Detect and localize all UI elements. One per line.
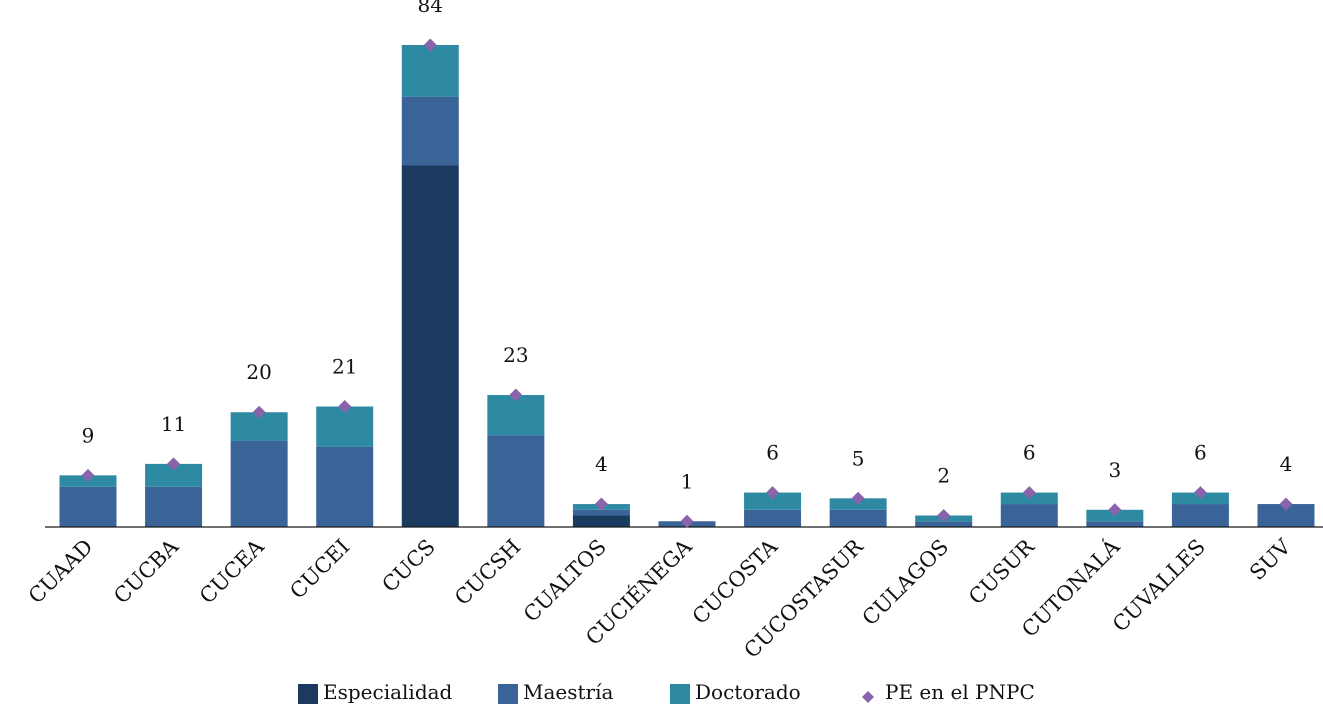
legend-swatch-maestria bbox=[498, 684, 518, 704]
x-tick-label-suv: SUV bbox=[1245, 534, 1296, 585]
bar-maestria-cucs bbox=[401, 96, 459, 166]
marker-suv bbox=[1279, 497, 1293, 511]
legend-item-pe-en-el-pnpc: PE en el PNPC bbox=[862, 680, 1035, 704]
total-label-cucostasur: 5 bbox=[852, 446, 865, 470]
bar-maestria-cucosta bbox=[744, 509, 802, 527]
bar-maestria-cucostasur bbox=[829, 509, 887, 527]
total-label-cucea: 20 bbox=[246, 360, 271, 384]
bar-doctorado-cucosta bbox=[744, 492, 802, 510]
marker-cucs bbox=[423, 38, 437, 52]
bar-maestria-cuvalles bbox=[1171, 504, 1229, 527]
bar-maestria-cucba bbox=[145, 486, 203, 527]
x-tick-label-cucea: CUCEA bbox=[195, 534, 269, 608]
total-label-cusur: 6 bbox=[1023, 441, 1036, 465]
total-label-cucsh: 23 bbox=[503, 343, 528, 367]
x-tick-label-cucsh: CUCSH bbox=[450, 535, 525, 610]
bar-maestria-suv bbox=[1257, 504, 1315, 527]
bar-especialidad-cualtos bbox=[572, 515, 630, 527]
x-tick-label-culagos: CULAGOS bbox=[858, 535, 954, 631]
marker-cusur bbox=[1022, 486, 1036, 500]
bar-maestria-cutonala bbox=[1086, 521, 1144, 527]
legend-label-doctorado: Doctorado bbox=[695, 680, 801, 704]
bar-maestria-cusur bbox=[1000, 504, 1058, 527]
total-label-cucei: 21 bbox=[332, 355, 357, 379]
legend-item-especialidad: Especialidad bbox=[298, 680, 453, 704]
legend-label-pe-en-el-pnpc: PE en el PNPC bbox=[885, 680, 1035, 704]
total-label-cucosta: 6 bbox=[766, 441, 779, 465]
marker-cucea bbox=[252, 405, 266, 419]
bar-especialidad-cucs bbox=[401, 165, 459, 527]
marker-cuvalles bbox=[1193, 486, 1207, 500]
total-label-cucienega: 1 bbox=[681, 469, 694, 493]
legend-item-doctorado: Doctorado bbox=[670, 680, 801, 704]
legend-item-maestria: Maestría bbox=[498, 680, 613, 704]
marker-cucsh bbox=[509, 388, 523, 402]
marker-cucienega bbox=[680, 514, 694, 528]
legend-swatch-pe-en-el-pnpc bbox=[862, 691, 874, 703]
total-label-cucba: 11 bbox=[161, 412, 186, 436]
bar-maestria-cuaad bbox=[59, 486, 117, 527]
marker-cucosta bbox=[766, 486, 780, 500]
bar-doctorado-cucsh bbox=[487, 395, 545, 436]
bar-maestria-cucsh bbox=[487, 435, 545, 527]
legend-swatch-especialidad bbox=[298, 684, 318, 704]
bars-layer bbox=[59, 45, 1315, 527]
bar-doctorado-cucba bbox=[145, 463, 203, 487]
tick-labels-layer: CUAAD CUCBA CUCEA CUCEI CUCS CUCSHCUALTOSCUCI… bbox=[24, 534, 1296, 663]
total-label-cualtos: 4 bbox=[595, 452, 608, 476]
x-tick-label-cuaad: CUAAD bbox=[24, 535, 98, 609]
x-tick-label-cualtos: CUALTOS bbox=[519, 535, 611, 627]
legend-label-especialidad: Especialidad bbox=[323, 680, 453, 704]
totals-layer: 9 11 20 21 84 23 4 1 6 5 2 6 3 6 4 bbox=[82, 0, 1293, 493]
total-label-cuvalles: 6 bbox=[1194, 441, 1207, 465]
marker-culagos bbox=[937, 509, 951, 523]
total-label-suv: 4 bbox=[1280, 452, 1293, 476]
total-label-cucs: 84 bbox=[418, 0, 443, 17]
x-tick-label-cuvalles: CUVALLES bbox=[1108, 535, 1210, 637]
total-label-cutonala: 3 bbox=[1108, 458, 1121, 482]
x-tick-label-cucba: CUCBA bbox=[109, 534, 183, 608]
total-label-culagos: 2 bbox=[937, 464, 950, 488]
marker-cutonala bbox=[1108, 503, 1122, 517]
x-tick-label-cucei: CUCEI bbox=[285, 535, 354, 604]
marker-cuaad bbox=[81, 468, 95, 482]
bar-doctorado-cucei bbox=[316, 406, 374, 447]
marker-cucba bbox=[167, 457, 181, 471]
bar-doctorado-cucs bbox=[401, 45, 459, 97]
bar-maestria-cualtos bbox=[572, 509, 630, 516]
marker-cucei bbox=[338, 400, 352, 413]
markers-layer bbox=[81, 38, 1293, 528]
x-tick-label-cusur: CUSUR bbox=[964, 534, 1040, 610]
total-label-cuaad: 9 bbox=[82, 423, 95, 447]
legend-swatch-doctorado bbox=[670, 684, 690, 704]
bar-maestria-cucea bbox=[230, 440, 288, 527]
legend-label-maestria: Maestría bbox=[523, 680, 613, 704]
bar-maestria-cucei bbox=[316, 446, 374, 527]
x-tick-label-cucosta: CUCOSTA bbox=[688, 534, 783, 629]
legend: Especialidad Maestría Doctorado PE en el PN… bbox=[298, 680, 1035, 704]
bar-maestria-culagos bbox=[915, 521, 973, 527]
x-tick-label-cucs: CUCS bbox=[377, 535, 439, 597]
marker-cualtos bbox=[594, 497, 608, 511]
marker-cucostasur bbox=[851, 491, 865, 505]
